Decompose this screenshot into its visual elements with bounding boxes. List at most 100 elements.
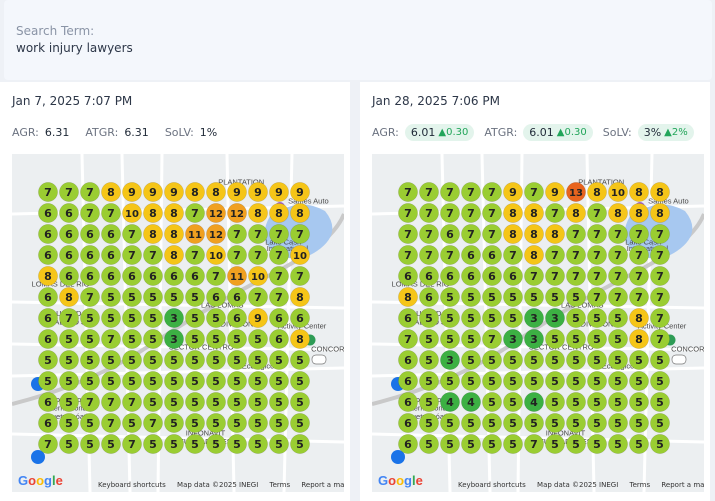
rank-marker[interactable]: 8 (206, 182, 226, 202)
rank-marker[interactable]: 5 (461, 308, 481, 328)
rank-marker[interactable]: 5 (269, 392, 289, 412)
rank-marker[interactable]: 6 (38, 203, 58, 223)
rank-marker[interactable]: 5 (101, 350, 121, 370)
rank-marker[interactable]: 5 (587, 413, 607, 433)
rank-marker[interactable]: 8 (143, 224, 163, 244)
rank-marker[interactable]: 5 (164, 434, 184, 454)
rank-marker[interactable]: 5 (206, 434, 226, 454)
rank-marker[interactable]: 9 (143, 182, 163, 202)
rank-marker[interactable]: 5 (650, 350, 670, 370)
rank-marker[interactable]: 5 (59, 413, 79, 433)
rank-marker[interactable]: 7 (101, 413, 121, 433)
rank-marker[interactable]: 6 (38, 287, 58, 307)
rank-marker[interactable]: 5 (38, 350, 58, 370)
rank-marker[interactable]: 5 (227, 413, 247, 433)
rank-marker[interactable]: 6 (398, 392, 418, 412)
rank-marker[interactable]: 7 (59, 308, 79, 328)
rank-marker[interactable]: 7 (524, 182, 544, 202)
rank-marker[interactable]: 8 (545, 224, 565, 244)
rank-marker[interactable]: 3 (164, 329, 184, 349)
rank-marker[interactable]: 5 (80, 308, 100, 328)
report-map-error-link[interactable]: Report a map error (301, 481, 344, 489)
rank-marker[interactable]: 7 (566, 266, 586, 286)
rank-marker[interactable]: 5 (545, 329, 565, 349)
rank-marker[interactable]: 9 (248, 308, 268, 328)
rank-marker[interactable]: 5 (482, 308, 502, 328)
rank-marker[interactable]: 5 (482, 434, 502, 454)
rank-marker[interactable]: 7 (38, 182, 58, 202)
rank-marker[interactable]: 5 (608, 434, 628, 454)
rank-marker[interactable]: 5 (587, 392, 607, 412)
rank-marker[interactable]: 5 (59, 371, 79, 391)
rank-marker[interactable]: 7 (269, 287, 289, 307)
rank-marker[interactable]: 8 (524, 245, 544, 265)
rank-marker[interactable]: 6 (398, 350, 418, 370)
rank-marker[interactable]: 5 (80, 413, 100, 433)
rank-marker[interactable]: 6 (185, 266, 205, 286)
rank-marker[interactable]: 7 (122, 245, 142, 265)
rank-marker[interactable]: 5 (461, 434, 481, 454)
rank-marker[interactable]: 5 (122, 371, 142, 391)
rank-marker[interactable]: 5 (59, 350, 79, 370)
rank-marker[interactable]: 6 (101, 224, 121, 244)
rank-marker[interactable]: 7 (80, 182, 100, 202)
rank-marker[interactable]: 7 (587, 224, 607, 244)
rank-marker[interactable]: 5 (122, 329, 142, 349)
rank-marker[interactable]: 5 (566, 308, 586, 328)
rank-marker[interactable]: 5 (587, 329, 607, 349)
rank-marker[interactable]: 5 (227, 371, 247, 391)
rank-marker[interactable]: 11 (185, 224, 205, 244)
rank-marker[interactable]: 13 (566, 182, 586, 202)
rank-marker[interactable]: 5 (59, 434, 79, 454)
rank-marker[interactable]: 6 (164, 266, 184, 286)
rank-marker[interactable]: 5 (185, 413, 205, 433)
rank-marker[interactable]: 8 (524, 224, 544, 244)
rank-marker[interactable]: 5 (143, 371, 163, 391)
rank-marker[interactable]: 12 (206, 203, 226, 223)
rank-marker[interactable]: 7 (629, 266, 649, 286)
rank-marker[interactable]: 6 (482, 266, 502, 286)
rank-marker[interactable]: 7 (290, 266, 310, 286)
rank-marker[interactable]: 8 (398, 287, 418, 307)
rank-marker[interactable]: 5 (650, 371, 670, 391)
rank-marker[interactable]: 6 (440, 224, 460, 244)
rank-marker[interactable]: 7 (269, 266, 289, 286)
rank-marker[interactable]: 8 (248, 203, 268, 223)
rank-marker[interactable]: 6 (206, 287, 226, 307)
rank-marker[interactable]: 5 (419, 350, 439, 370)
rank-marker[interactable]: 9 (122, 182, 142, 202)
rank-marker[interactable]: 5 (185, 434, 205, 454)
rank-marker[interactable]: 7 (482, 224, 502, 244)
rank-marker[interactable]: 7 (290, 224, 310, 244)
rank-marker[interactable]: 5 (101, 371, 121, 391)
rank-marker[interactable]: 7 (248, 224, 268, 244)
rank-marker[interactable]: 5 (185, 371, 205, 391)
rank-marker[interactable]: 5 (608, 413, 628, 433)
rank-marker[interactable]: 5 (101, 287, 121, 307)
rank-marker[interactable]: 4 (524, 392, 544, 412)
rank-marker[interactable]: 7 (587, 266, 607, 286)
rank-marker[interactable]: 7 (650, 266, 670, 286)
rank-marker[interactable]: 7 (440, 245, 460, 265)
rank-marker[interactable]: 5 (440, 434, 460, 454)
rank-marker[interactable]: 8 (38, 266, 58, 286)
rank-marker[interactable]: 7 (608, 245, 628, 265)
rank-marker[interactable]: 6 (122, 266, 142, 286)
rank-marker[interactable]: 3 (545, 308, 565, 328)
rank-marker[interactable]: 6 (290, 308, 310, 328)
rank-marker[interactable]: 5 (608, 350, 628, 370)
rank-marker[interactable]: 6 (80, 245, 100, 265)
rank-marker[interactable]: 5 (440, 371, 460, 391)
rank-marker[interactable]: 5 (608, 392, 628, 412)
rank-marker[interactable]: 5 (59, 329, 79, 349)
rank-marker[interactable]: 5 (566, 371, 586, 391)
rank-marker[interactable]: 7 (629, 287, 649, 307)
rank-marker[interactable]: 5 (524, 413, 544, 433)
rank-marker[interactable]: 7 (248, 245, 268, 265)
rank-marker[interactable]: 5 (608, 329, 628, 349)
rank-marker[interactable]: 5 (290, 434, 310, 454)
rank-marker[interactable]: 5 (185, 350, 205, 370)
rank-marker[interactable]: 6 (59, 224, 79, 244)
rank-marker[interactable]: 8 (650, 203, 670, 223)
rank-marker[interactable]: 8 (608, 203, 628, 223)
